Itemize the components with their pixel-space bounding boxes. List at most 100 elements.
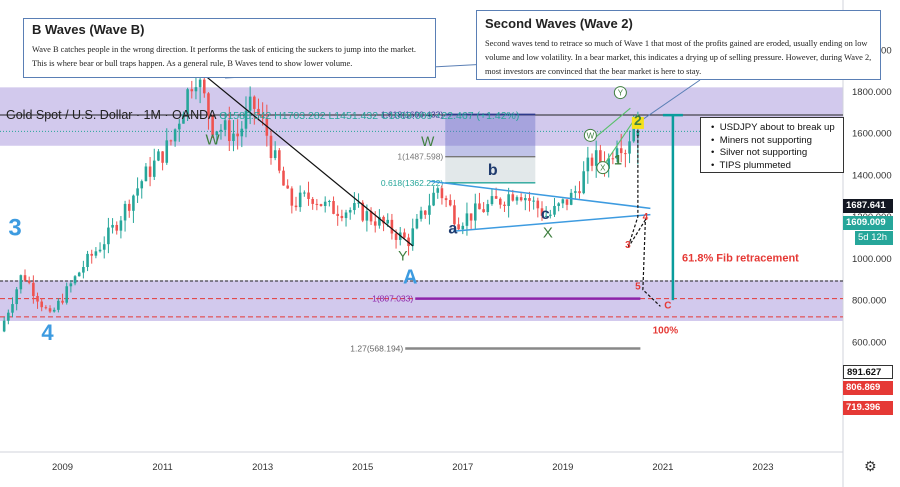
candle-body xyxy=(102,244,106,250)
gear-icon[interactable]: ⚙ xyxy=(864,459,877,475)
candle-body xyxy=(448,200,452,206)
candle-body xyxy=(182,114,185,124)
candle-body xyxy=(27,280,31,283)
x-tick-label: 2013 xyxy=(252,462,273,473)
candle-body xyxy=(173,129,177,142)
x-tick-label: 2009 xyxy=(52,462,73,473)
candle-body xyxy=(211,115,214,136)
candle-body xyxy=(44,307,48,309)
candle-body xyxy=(248,96,252,111)
candle-body xyxy=(519,197,523,201)
notes-list: • USDJPY about to break up • Miners not … xyxy=(700,117,844,173)
candle-body xyxy=(386,219,390,224)
candle-body xyxy=(494,196,498,199)
candle-body xyxy=(144,166,148,182)
wave-label: 4 xyxy=(643,212,649,223)
candle-body xyxy=(482,209,485,213)
candle-body xyxy=(499,198,502,205)
wave-label: W xyxy=(421,133,435,149)
candle-body xyxy=(307,192,310,199)
candle-body xyxy=(140,181,144,189)
candle-body xyxy=(390,219,394,234)
candle-body xyxy=(111,224,114,228)
candle-body xyxy=(269,135,273,159)
candle-body xyxy=(2,320,6,332)
candle-body xyxy=(428,205,431,215)
candle-body xyxy=(23,275,27,281)
bar-countdown-tag: 5d 12h xyxy=(855,231,893,245)
wave-label: b xyxy=(488,162,498,179)
candle-body xyxy=(344,212,348,219)
candle-body xyxy=(524,198,527,201)
candle-body xyxy=(540,208,544,216)
candle-body xyxy=(127,203,131,211)
symbol-header: Gold Spot / U.S. Dollar · 1M · OANDA O15… xyxy=(6,108,519,122)
candle-body xyxy=(311,198,314,204)
candle-body xyxy=(11,304,14,313)
candle-body xyxy=(332,201,335,214)
candle-body xyxy=(328,201,331,203)
candle-body xyxy=(436,188,440,193)
candle-body xyxy=(52,309,56,312)
candle-body xyxy=(632,128,636,142)
candle-body xyxy=(57,300,60,310)
candle-body xyxy=(115,224,119,231)
channel-lower-line xyxy=(452,213,651,233)
fib-retrace-zone xyxy=(445,156,536,183)
candle-body xyxy=(394,233,398,240)
candle-body xyxy=(553,205,556,215)
candle-body xyxy=(257,108,260,115)
wave-label: 5 xyxy=(635,282,641,293)
note-item: • Silver not supporting xyxy=(711,147,808,158)
candle-body xyxy=(465,213,469,226)
support-tag-719: 719.396 xyxy=(843,401,893,415)
candle-body xyxy=(549,214,552,216)
channel-upper-line xyxy=(430,180,651,210)
candle-body xyxy=(15,289,18,305)
candle-body xyxy=(69,283,73,287)
candle-body xyxy=(157,151,160,161)
candle-body xyxy=(215,131,219,136)
candle-body xyxy=(340,215,344,219)
y-tick-label: 1600.000 xyxy=(852,129,892,140)
candle-body xyxy=(544,215,548,217)
wave-2-highlight xyxy=(631,116,644,129)
candle-body xyxy=(236,133,239,137)
candle-body xyxy=(586,157,590,172)
candle-body xyxy=(202,79,206,94)
candle-body xyxy=(228,120,231,142)
note-item: • Miners not supporting xyxy=(711,134,812,146)
current-price-tag: 1609.009 xyxy=(843,216,893,230)
candle-body xyxy=(357,202,360,204)
wave-label: 1 xyxy=(614,152,622,168)
candle-body xyxy=(469,213,473,221)
candle-body xyxy=(86,253,89,268)
circled-wave-label: X xyxy=(600,164,606,173)
candle-body xyxy=(48,308,52,312)
candle-body xyxy=(148,166,152,177)
note-item: • TIPS plummeted xyxy=(711,159,791,171)
x-tick-label: 2019 xyxy=(552,462,573,473)
candle-body xyxy=(123,203,127,221)
candle-body xyxy=(423,210,427,215)
candle-body xyxy=(515,197,519,201)
wave-label: a xyxy=(448,220,457,237)
fib-level-label: 1.27(568.194) xyxy=(350,343,403,353)
wave-label: 61.8% Fib retracement xyxy=(682,253,799,265)
wave-label: 100% xyxy=(653,325,679,336)
circled-wave-marker xyxy=(583,128,597,142)
price-zone xyxy=(0,280,843,321)
candle-body xyxy=(261,114,264,118)
y-tick-label: 1000.000 xyxy=(852,254,892,265)
candle-body xyxy=(453,205,456,225)
candle-body xyxy=(607,158,610,169)
ohlc-readout: O1586.542 H1703.282 L1451.432 C1609.009 … xyxy=(219,110,520,122)
y-tick-label: 1400.000 xyxy=(852,170,892,181)
wave-label: A xyxy=(403,266,417,288)
wave-channel-line xyxy=(589,107,631,143)
downtrend-line xyxy=(192,64,414,247)
candle-body xyxy=(223,120,227,130)
candle-body xyxy=(336,213,339,216)
y-tick-label: 1800.000 xyxy=(852,87,892,98)
